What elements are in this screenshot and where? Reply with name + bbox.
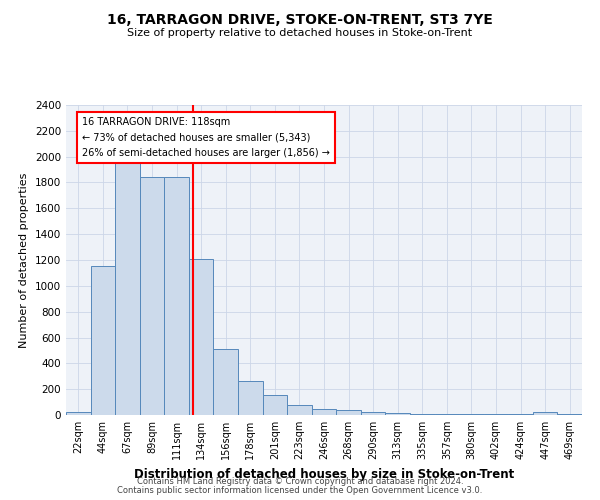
Bar xyxy=(91,266,115,415)
Bar xyxy=(336,410,361,415)
Bar xyxy=(214,349,238,415)
Text: 16, TARRAGON DRIVE, STOKE-ON-TRENT, ST3 7YE: 16, TARRAGON DRIVE, STOKE-ON-TRENT, ST3 … xyxy=(107,12,493,26)
Bar xyxy=(189,258,214,415)
Bar xyxy=(508,414,533,415)
Bar xyxy=(238,381,263,415)
Bar xyxy=(434,414,459,415)
Bar xyxy=(385,413,410,415)
Bar xyxy=(263,395,287,415)
Bar xyxy=(66,412,91,415)
Text: 16 TARRAGON DRIVE: 118sqm
← 73% of detached houses are smaller (5,343)
26% of se: 16 TARRAGON DRIVE: 118sqm ← 73% of detac… xyxy=(82,116,330,158)
Bar xyxy=(557,414,582,415)
Bar xyxy=(312,408,336,415)
Bar xyxy=(484,414,508,415)
X-axis label: Distribution of detached houses by size in Stoke-on-Trent: Distribution of detached houses by size … xyxy=(134,468,514,480)
Y-axis label: Number of detached properties: Number of detached properties xyxy=(19,172,29,348)
Text: Size of property relative to detached houses in Stoke-on-Trent: Size of property relative to detached ho… xyxy=(127,28,473,38)
Bar xyxy=(361,412,385,415)
Bar xyxy=(164,178,189,415)
Bar xyxy=(410,414,434,415)
Text: Contains HM Land Registry data © Crown copyright and database right 2024.: Contains HM Land Registry data © Crown c… xyxy=(137,477,463,486)
Bar xyxy=(140,178,164,415)
Bar xyxy=(115,163,140,415)
Bar xyxy=(533,412,557,415)
Text: Contains public sector information licensed under the Open Government Licence v3: Contains public sector information licen… xyxy=(118,486,482,495)
Bar xyxy=(459,414,484,415)
Bar xyxy=(287,404,312,415)
